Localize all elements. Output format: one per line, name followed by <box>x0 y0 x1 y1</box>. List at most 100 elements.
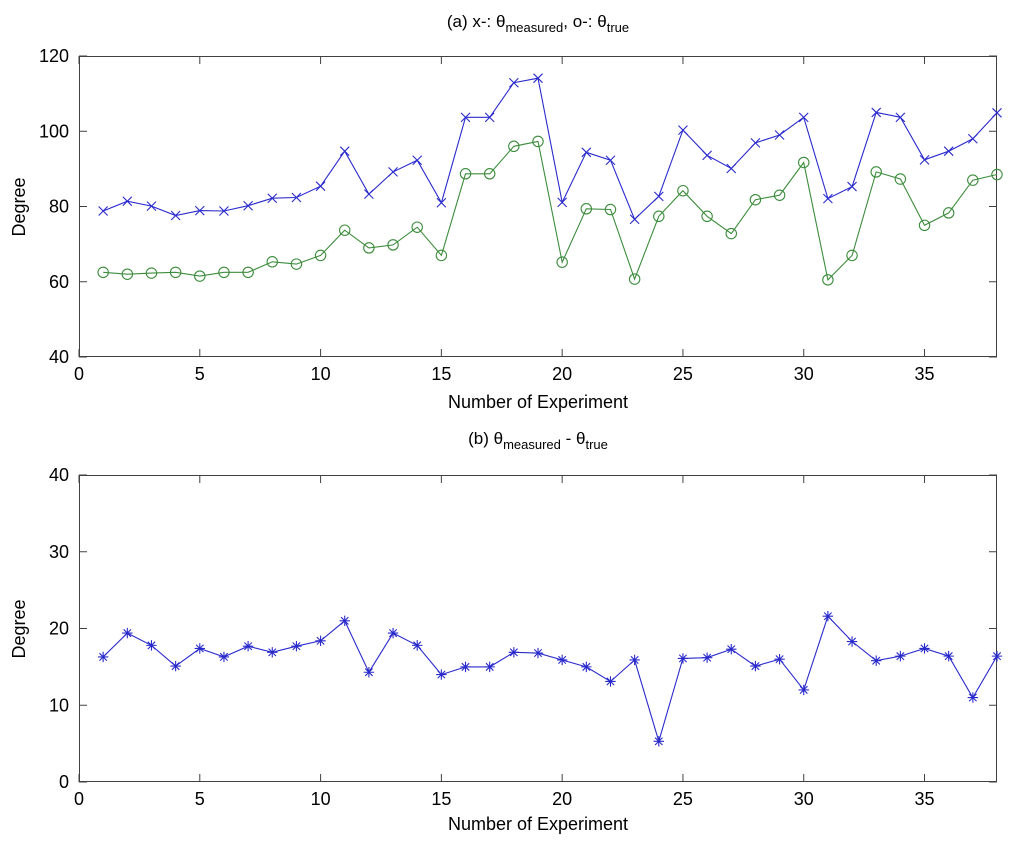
marker-asterisk <box>122 627 133 639</box>
marker-circle <box>894 173 907 185</box>
marker-circle <box>363 242 375 254</box>
marker-x <box>774 130 785 140</box>
marker-x <box>98 206 109 216</box>
marker-asterisk <box>895 650 906 662</box>
marker-asterisk <box>387 627 399 639</box>
marker-x <box>460 112 471 123</box>
y-tick-label: 80 <box>49 197 69 217</box>
marker-x <box>219 206 229 216</box>
marker-x <box>388 166 398 177</box>
subplot-a-axes: 0 5 10 15 20 25 30 35 40 60 80 100 120 <box>39 46 1003 384</box>
marker-x <box>436 197 447 208</box>
marker-x <box>750 138 761 148</box>
marker-x <box>315 181 326 192</box>
marker-circle <box>338 224 351 236</box>
subplot-b-ylabel: Degree <box>9 599 29 659</box>
marker-asterisk <box>242 640 254 652</box>
marker-circle <box>797 156 810 169</box>
marker-circle <box>411 221 423 233</box>
title-text: θ <box>597 12 607 31</box>
marker-circle <box>967 174 979 186</box>
x-tick-label: 35 <box>915 364 935 384</box>
marker-x <box>412 155 423 166</box>
marker-circle <box>628 273 641 285</box>
y-tick-label: 100 <box>39 121 69 141</box>
marker-x <box>992 107 1002 118</box>
x-tick-label: 5 <box>195 789 205 809</box>
marker-x <box>267 193 278 204</box>
marker-asterisk <box>629 654 640 666</box>
title-text: - <box>560 429 576 448</box>
marker-x <box>364 189 374 199</box>
marker-x <box>146 201 157 212</box>
title-subscript: true <box>606 20 630 35</box>
y-tick-label: 120 <box>39 46 69 66</box>
marker-x <box>895 112 906 123</box>
marker-circle <box>218 266 230 279</box>
marker-asterisk <box>194 643 205 654</box>
marker-x <box>170 210 181 221</box>
marker-circle <box>266 256 279 268</box>
marker-asterisk <box>677 653 689 664</box>
marker-asterisk <box>919 643 930 654</box>
marker-x <box>291 192 302 203</box>
marker-circle <box>242 266 254 279</box>
title-text: , o-: <box>563 12 598 31</box>
title-text: θ <box>493 429 504 448</box>
plot-frame <box>79 475 997 782</box>
marker-x <box>508 77 519 88</box>
title-subscript: true <box>585 437 608 452</box>
marker-circle <box>483 168 496 180</box>
y-tick-label: 30 <box>49 542 69 562</box>
marker-x <box>243 200 253 211</box>
title-text: θ <box>576 429 586 448</box>
marker-circle <box>387 239 399 251</box>
marker-x <box>702 150 712 161</box>
marker-asterisk <box>726 644 737 655</box>
marker-asterisk <box>363 667 375 678</box>
marker-circle <box>508 140 520 153</box>
marker-x <box>943 146 954 157</box>
marker-circle <box>580 203 593 215</box>
marker-asterisk <box>798 684 809 696</box>
marker-x <box>605 155 616 166</box>
marker-circle <box>942 207 955 219</box>
marker-asterisk <box>605 676 616 687</box>
marker-circle <box>701 210 713 223</box>
title-subscript: measured <box>503 437 561 452</box>
marker-circle <box>725 227 738 240</box>
marker-asterisk <box>484 661 495 673</box>
marker-x <box>194 205 205 216</box>
marker-x <box>653 191 664 202</box>
marker-asterisk <box>146 640 157 651</box>
marker-asterisk <box>750 660 761 672</box>
marker-asterisk <box>701 652 713 663</box>
marker-asterisk <box>846 636 858 647</box>
marker-x <box>581 147 592 158</box>
marker-asterisk <box>967 692 979 703</box>
marker-circle <box>435 249 448 262</box>
x-tick-label: 30 <box>794 364 814 384</box>
subplot-b-title: (b) θmeasured - θtrue <box>79 429 997 452</box>
series-line-theta_measured - theta_true <box>102 615 998 744</box>
marker-asterisk <box>460 661 471 673</box>
subplot-a-xlabel: Number of Experiment <box>447 392 629 412</box>
marker-circle <box>604 203 617 216</box>
marker-asterisk <box>653 736 664 747</box>
marker-asterisk <box>436 669 447 680</box>
marker-circle <box>846 249 858 262</box>
marker-asterisk <box>315 635 326 646</box>
subplot-b-xlabel: Number of Experiment <box>447 814 629 834</box>
title-text: (a) x-: <box>446 12 496 31</box>
y-tick-label: 10 <box>49 695 69 715</box>
title-text: (b) <box>468 429 494 448</box>
marker-x <box>339 146 350 157</box>
subplot-a-title: (a) x-: θmeasured, o-: θtrue <box>79 12 997 35</box>
marker-x <box>629 214 640 225</box>
marker-asterisk <box>943 650 954 662</box>
x-tick-label: 30 <box>794 789 814 809</box>
marker-circle <box>314 249 327 262</box>
marker-asterisk <box>218 651 230 663</box>
series-line-theta_measured <box>102 77 998 221</box>
marker-asterisk <box>291 640 302 652</box>
